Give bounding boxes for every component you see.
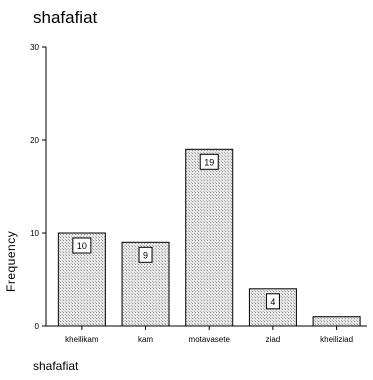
data-label: 10 — [77, 241, 87, 251]
bar — [185, 148, 234, 327]
chart-title: shafafiat — [33, 8, 98, 27]
x-tick-label: motavasete — [189, 335, 231, 344]
data-label-box — [199, 153, 219, 170]
data-label: 9 — [143, 250, 148, 260]
bar — [312, 316, 361, 327]
x-tick-label: kheiliziad — [320, 335, 353, 344]
data-labels: 10 9 19 4 — [72, 153, 280, 310]
x-axis-title: shafafiat — [33, 359, 79, 373]
y-tick-label: 10 — [30, 229, 39, 238]
data-label: 19 — [204, 157, 214, 167]
y-axis-title: Frequency — [4, 230, 18, 292]
y-tick-label: 30 — [30, 43, 39, 52]
y-tick-label: 0 — [35, 322, 40, 331]
bars — [57, 148, 361, 327]
x-tick-label: kheilikam — [65, 335, 99, 344]
x-tick-label: kam — [138, 335, 153, 344]
data-label-box — [265, 293, 280, 310]
x-tick-label: ziad — [266, 335, 281, 344]
data-label-box — [138, 246, 153, 263]
y-tick-label: 20 — [30, 136, 39, 145]
data-label-box — [72, 237, 92, 254]
data-label: 4 — [270, 297, 275, 307]
